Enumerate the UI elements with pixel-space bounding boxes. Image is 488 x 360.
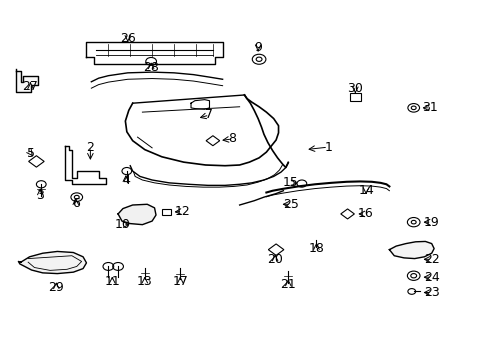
Text: 26: 26 xyxy=(120,32,135,45)
Text: 10: 10 xyxy=(115,218,131,231)
Text: 4: 4 xyxy=(122,174,129,186)
Text: 27: 27 xyxy=(22,80,39,93)
Text: 7: 7 xyxy=(205,108,213,121)
Text: 22: 22 xyxy=(423,253,439,266)
Text: 3: 3 xyxy=(36,189,44,202)
Text: 29: 29 xyxy=(48,281,64,294)
Text: 19: 19 xyxy=(423,216,439,229)
Polygon shape xyxy=(388,242,433,258)
Text: 11: 11 xyxy=(104,275,120,288)
Text: 30: 30 xyxy=(346,82,363,95)
Text: 6: 6 xyxy=(72,197,80,210)
Polygon shape xyxy=(118,204,156,225)
Text: 17: 17 xyxy=(172,275,188,288)
Text: 16: 16 xyxy=(356,207,372,220)
Polygon shape xyxy=(29,156,44,167)
Polygon shape xyxy=(16,69,38,93)
Text: 13: 13 xyxy=(137,275,152,288)
Text: 25: 25 xyxy=(282,198,298,211)
Bar xyxy=(349,93,360,101)
Text: 23: 23 xyxy=(423,286,439,299)
Text: 8: 8 xyxy=(228,132,236,145)
Polygon shape xyxy=(340,209,354,219)
Polygon shape xyxy=(268,244,284,255)
Polygon shape xyxy=(205,136,219,146)
Text: 12: 12 xyxy=(174,205,190,218)
Bar xyxy=(162,209,171,215)
Text: 1: 1 xyxy=(324,141,331,154)
Text: 20: 20 xyxy=(266,253,283,266)
Text: 24: 24 xyxy=(423,271,439,284)
Text: 31: 31 xyxy=(422,102,437,114)
Text: 2: 2 xyxy=(86,141,94,154)
Text: 21: 21 xyxy=(280,278,296,291)
Text: 15: 15 xyxy=(282,176,298,189)
Text: 14: 14 xyxy=(357,184,373,197)
Polygon shape xyxy=(19,251,86,274)
Text: 5: 5 xyxy=(26,147,35,160)
Text: 9: 9 xyxy=(254,41,262,54)
Text: 18: 18 xyxy=(308,242,324,255)
Text: 28: 28 xyxy=(143,61,159,74)
